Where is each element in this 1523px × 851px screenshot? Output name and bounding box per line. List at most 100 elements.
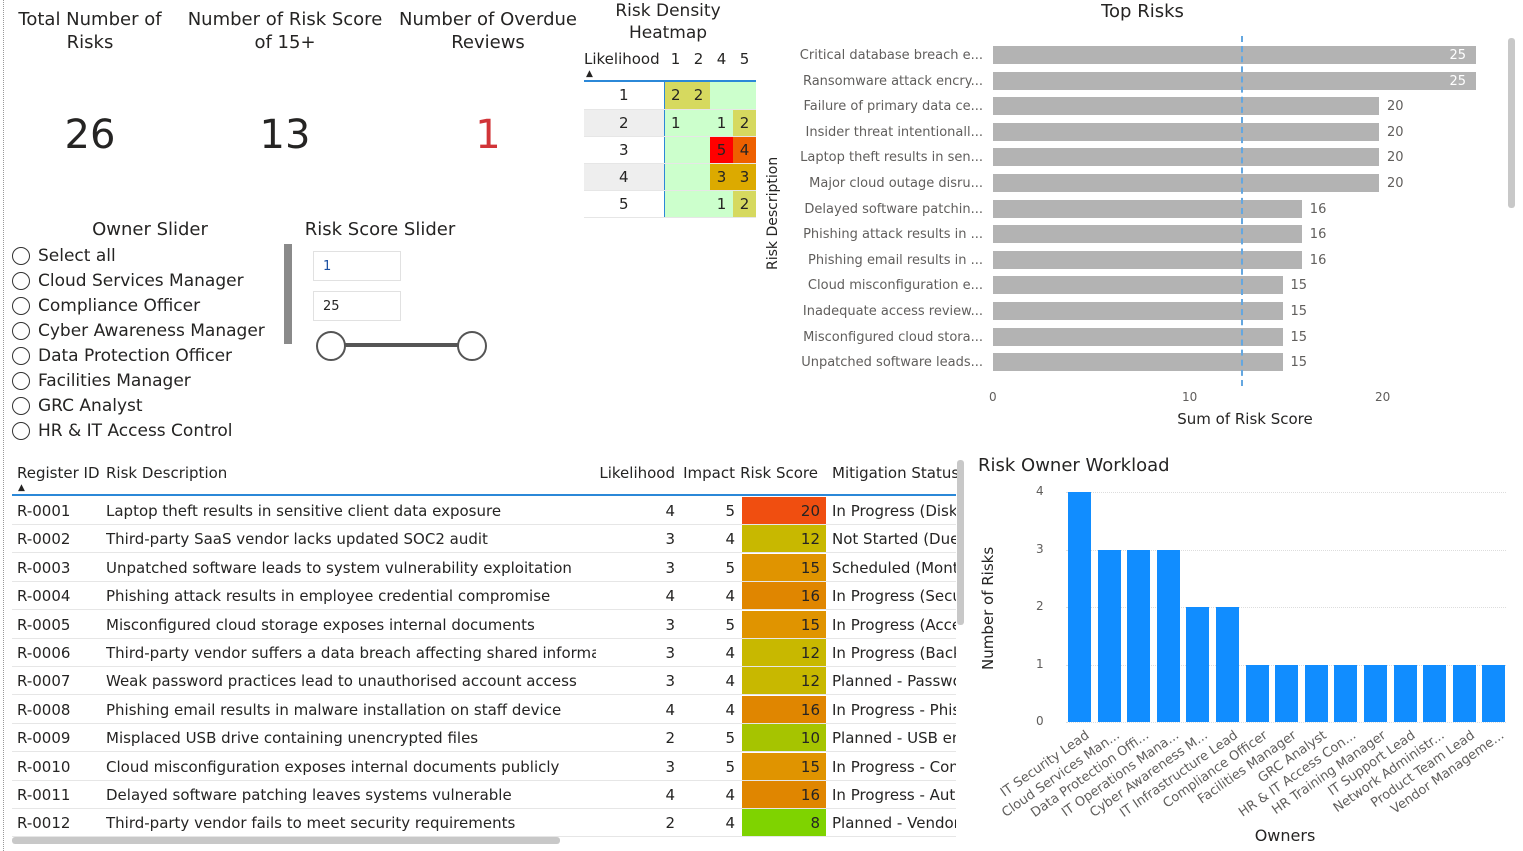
table-row[interactable]: R-0005 Misconfigured cloud storage expose… (12, 610, 956, 639)
table-row[interactable]: R-0009 Misplaced USB drive containing une… (12, 724, 956, 753)
top-risk-label: Inadequate access review... (802, 304, 983, 319)
table-column-header[interactable]: Likelihood (599, 464, 675, 482)
heatmap-cell[interactable]: 1 (663, 109, 687, 137)
heatmap-cell[interactable]: 4 (733, 136, 756, 164)
top-risk-value: 15 (1290, 278, 1308, 294)
workload-bar[interactable] (1364, 664, 1387, 722)
heatmap-cell[interactable] (710, 82, 733, 110)
table-column-header[interactable]: Mitigation Status (832, 464, 960, 482)
workload-bar[interactable] (1393, 664, 1417, 722)
heatmap-cell[interactable] (687, 190, 710, 218)
workload-bar[interactable] (1482, 664, 1506, 722)
mitigation-status: In Progress (Backup (832, 644, 956, 662)
workload-bar[interactable] (1186, 607, 1210, 722)
heatmap-cell[interactable] (663, 136, 687, 164)
owner-option[interactable]: Facilities Manager (12, 371, 191, 391)
table-column-header[interactable]: Risk Score (740, 464, 818, 482)
heatmap-cell[interactable] (687, 136, 710, 164)
owner-option[interactable]: HR & IT Access Control (12, 421, 233, 441)
top-risk-bar[interactable] (993, 71, 1476, 90)
x-axis-tick: 0 (989, 390, 997, 404)
owner-option-label: Cloud Services Manager (38, 271, 244, 291)
heatmap-row-header[interactable]: Likelihood (584, 50, 660, 68)
owner-option[interactable]: Cyber Awareness Manager (12, 321, 265, 341)
top-risk-bar[interactable] (993, 327, 1283, 346)
workload-bar[interactable] (1156, 549, 1180, 722)
owner-option[interactable]: Cloud Services Manager (12, 271, 244, 291)
heatmap-cell[interactable]: 2 (687, 82, 710, 110)
top-risk-bar[interactable] (993, 199, 1302, 218)
heatmap-cell[interactable] (663, 190, 687, 218)
workload-bar[interactable] (1304, 664, 1328, 722)
mitigation-status: In Progress (Disk encryption (832, 502, 956, 520)
table-row[interactable]: R-0003 Unpatched software leads to system… (12, 553, 956, 582)
table-horizontal-scrollbar[interactable] (12, 837, 560, 844)
owner-option[interactable]: Select all (12, 246, 116, 266)
top-risk-bar[interactable] (993, 250, 1302, 269)
workload-bar[interactable] (1245, 664, 1269, 722)
top-risk-bar[interactable] (993, 276, 1283, 295)
top-risk-bar[interactable] (993, 225, 1302, 244)
table-row[interactable]: R-0011 Delayed software patching leaves s… (12, 781, 956, 809)
owner-list-scrollbar[interactable] (284, 244, 292, 344)
heatmap-cell[interactable]: 2 (733, 109, 756, 137)
risk-score: 15 (742, 553, 826, 581)
table-row[interactable]: R-0002 Third-party SaaS vendor lacks upda… (12, 525, 956, 554)
table-vertical-scrollbar[interactable] (957, 460, 964, 625)
heatmap-cell[interactable] (663, 163, 687, 191)
table-column-header[interactable]: Impact (683, 464, 735, 482)
mitigation-status: In Progress - Phishing (832, 700, 956, 719)
top-risks-scrollbar[interactable] (1508, 38, 1515, 208)
workload-bar[interactable] (1423, 664, 1447, 722)
table-row[interactable]: R-0006 Third-party vendor suffers a data … (12, 639, 956, 667)
risk-description: Unpatched software leads to system vulne… (106, 558, 572, 577)
table-row[interactable]: R-0007 Weak password practices lead to un… (12, 667, 956, 696)
top-risk-bar[interactable] (993, 174, 1379, 192)
table-row[interactable]: R-0004 Phishing attack results in employe… (12, 582, 956, 611)
workload-bar[interactable] (1068, 492, 1091, 722)
heatmap-cell[interactable]: 2 (663, 82, 687, 110)
heatmap-cell[interactable]: 3 (733, 163, 756, 191)
workload-bar[interactable] (1127, 549, 1151, 722)
workload-bar[interactable] (1334, 664, 1358, 722)
heatmap-cell[interactable]: 5 (710, 136, 733, 164)
heatmap-cell[interactable] (687, 109, 710, 137)
top-risk-label: Insider threat intentionall... (805, 124, 983, 140)
table-row[interactable]: R-0012 Third-party vendor fails to meet s… (12, 809, 956, 838)
workload-bar[interactable] (1216, 607, 1239, 722)
heatmap-cell[interactable] (733, 82, 756, 110)
table-column-header[interactable]: Risk Description (106, 464, 228, 482)
owner-option[interactable]: Compliance Officer (12, 296, 200, 316)
owner-option[interactable]: GRC Analyst (12, 396, 143, 416)
kpi-card-value: 1 (475, 112, 501, 158)
table-row[interactable]: R-0010 Cloud misconfiguration exposes int… (12, 752, 956, 781)
heatmap-cell[interactable]: 2 (733, 190, 756, 218)
workload-bar[interactable] (1275, 664, 1299, 722)
top-risk-bar[interactable] (993, 302, 1283, 320)
table-row[interactable]: R-0001 Laptop theft results in sensitive … (12, 497, 956, 525)
heatmap-cell[interactable]: 1 (710, 109, 733, 137)
risk-slider-max-handle[interactable] (457, 331, 487, 361)
table-column-header[interactable]: Register ID (17, 464, 100, 482)
risk-min-input[interactable]: 1 (313, 251, 401, 281)
top-risk-bar[interactable] (993, 353, 1283, 372)
top-risk-value: 20 (1387, 176, 1404, 191)
table-row[interactable]: R-0008 Phishing email results in malware … (12, 695, 956, 724)
owner-option[interactable]: Data Protection Officer (12, 346, 232, 366)
heatmap-cell[interactable]: 3 (710, 163, 733, 191)
workload-bar[interactable] (1452, 664, 1476, 722)
top-risk-bar[interactable] (993, 148, 1379, 167)
heatmap-cell[interactable]: 1 (710, 190, 733, 218)
top-risk-bar[interactable] (993, 122, 1379, 141)
mitigation-status: Not Started (Due diligence (832, 530, 956, 549)
top-risk-bar[interactable] (993, 97, 1379, 116)
workload-bar[interactable] (1097, 549, 1121, 722)
register-id: R-0012 (17, 814, 71, 833)
gridline (1066, 549, 1506, 551)
heatmap-cell[interactable] (687, 163, 710, 191)
mitigation-status: Scheduled (Monthly (832, 558, 956, 577)
risk-max-input[interactable]: 25 (313, 291, 401, 321)
risk-slider-min-handle[interactable] (316, 331, 346, 361)
top-risk-bar[interactable] (993, 46, 1476, 64)
